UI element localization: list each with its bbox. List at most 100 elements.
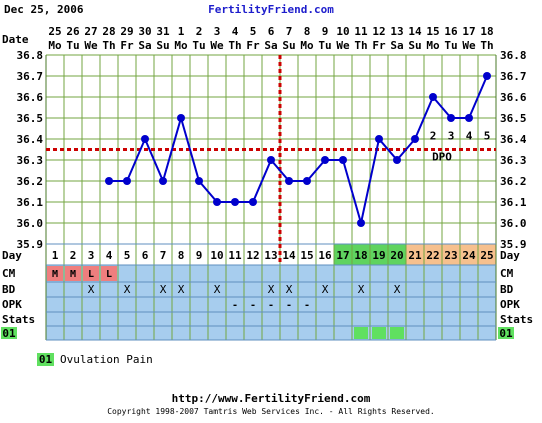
row-label-bd-left: BD — [2, 283, 16, 296]
y-tick-right: 36.7 — [500, 70, 527, 83]
weekday: Sa — [390, 39, 403, 52]
temperature-point[interactable] — [339, 156, 347, 164]
day-cell — [154, 244, 172, 265]
y-tick-right: 36.1 — [500, 196, 527, 209]
temperature-series — [105, 72, 491, 227]
temperature-point[interactable] — [357, 219, 365, 227]
bd-mark: X — [268, 283, 275, 296]
day-number: 8 — [178, 249, 185, 262]
temperature-point[interactable] — [393, 156, 401, 164]
temperature-point[interactable] — [447, 114, 455, 122]
date-number: 26 — [66, 25, 80, 38]
day-number: 9 — [196, 249, 203, 262]
day-number: 19 — [372, 249, 385, 262]
weekday: We — [336, 39, 350, 52]
bd-mark: X — [394, 283, 401, 296]
cm-cell-bg — [47, 266, 63, 281]
date-number: 8 — [304, 25, 311, 38]
temperature-point[interactable] — [411, 135, 419, 143]
weekday: Fr — [372, 39, 386, 52]
date-number: 10 — [336, 25, 349, 38]
weekday: We — [84, 39, 98, 52]
opk-mark: - — [268, 300, 274, 311]
y-tick-left: 36.7 — [17, 70, 44, 83]
day-cell — [460, 244, 478, 265]
site-link[interactable]: FertilityFriend.com — [208, 3, 334, 16]
opk-mark: - — [232, 300, 238, 311]
weekday: Th — [354, 39, 367, 52]
weekday: Mo — [300, 39, 314, 52]
weekday: Fr — [120, 39, 134, 52]
temperature-point[interactable] — [195, 177, 203, 185]
opk-mark: - — [304, 300, 310, 311]
day-cell — [46, 244, 64, 265]
temperature-point[interactable] — [159, 177, 167, 185]
footer-url[interactable]: http://www.FertilityFriend.com — [172, 392, 371, 405]
date-row-label: Date — [2, 33, 29, 46]
day-number: 2 — [70, 249, 77, 262]
temperature-point[interactable] — [213, 198, 221, 206]
day-number: 12 — [246, 249, 259, 262]
cm-value: L — [88, 269, 94, 280]
weekday: Tu — [318, 39, 331, 52]
temperature-point[interactable] — [483, 72, 491, 80]
cm-cell-bg — [83, 266, 99, 281]
weekday: Tu — [444, 39, 457, 52]
cm-value: M — [70, 269, 76, 280]
y-tick-left: 36.4 — [17, 133, 44, 146]
y-tick-right: 36.8 — [500, 49, 527, 62]
temperature-point[interactable] — [231, 198, 239, 206]
y-tick-right: 36.4 — [500, 133, 527, 146]
day-number: 13 — [264, 249, 277, 262]
dpo-number: 5 — [484, 130, 491, 143]
temperature-point[interactable] — [249, 198, 257, 206]
opk-mark: - — [286, 300, 292, 311]
y-tick-right: 36.2 — [500, 175, 527, 188]
weekday: Fr — [246, 39, 260, 52]
bd-mark: X — [124, 283, 131, 296]
temperature-point[interactable] — [429, 93, 437, 101]
day-cell — [316, 244, 334, 265]
temperature-point[interactable] — [303, 177, 311, 185]
legend-swatch — [37, 353, 54, 366]
day-cell — [370, 244, 388, 265]
day-number: 5 — [124, 249, 131, 262]
day-number: 18 — [354, 249, 367, 262]
symptom-cell — [354, 327, 368, 339]
y-tick-left: 36.3 — [17, 154, 44, 167]
date-number: 31 — [156, 25, 170, 38]
temperature-point[interactable] — [321, 156, 329, 164]
day-cell — [478, 244, 496, 265]
date-number: 30 — [138, 25, 151, 38]
weekday: Mo — [48, 39, 62, 52]
temperature-point[interactable] — [285, 177, 293, 185]
y-tick-right: 36.0 — [500, 217, 527, 230]
symptom-cell — [372, 327, 386, 339]
cm-cell-bg — [65, 266, 81, 281]
day-cell — [82, 244, 100, 265]
y-tick-left: 36.0 — [17, 217, 44, 230]
weekday: We — [462, 39, 476, 52]
day-cell — [352, 244, 370, 265]
day-cell — [262, 244, 280, 265]
day-number: 6 — [142, 249, 149, 262]
day-number: 25 — [480, 249, 493, 262]
day-number: 14 — [282, 249, 296, 262]
chart-date: Dec 25, 2006 — [4, 3, 84, 16]
temperature-point[interactable] — [375, 135, 383, 143]
chart-grid — [45, 54, 497, 341]
temperature-point[interactable] — [267, 156, 275, 164]
temperature-point[interactable] — [123, 177, 131, 185]
date-number: 6 — [268, 25, 275, 38]
y-tick-left: 36.1 — [17, 196, 44, 209]
temperature-point[interactable] — [141, 135, 149, 143]
row-label-cm-left: CM — [2, 267, 16, 280]
row-label-day-left: Day — [2, 249, 22, 262]
temperature-point[interactable] — [465, 114, 473, 122]
data-rows: M M L LX X X X X X X X X X- - - - - — [47, 266, 404, 339]
temperature-point[interactable] — [105, 177, 113, 185]
temperature-point[interactable] — [177, 114, 185, 122]
date-number: 25 — [48, 25, 61, 38]
y-tick-right: 36.6 — [500, 91, 527, 104]
y-tick-right: 36.5 — [500, 112, 527, 125]
